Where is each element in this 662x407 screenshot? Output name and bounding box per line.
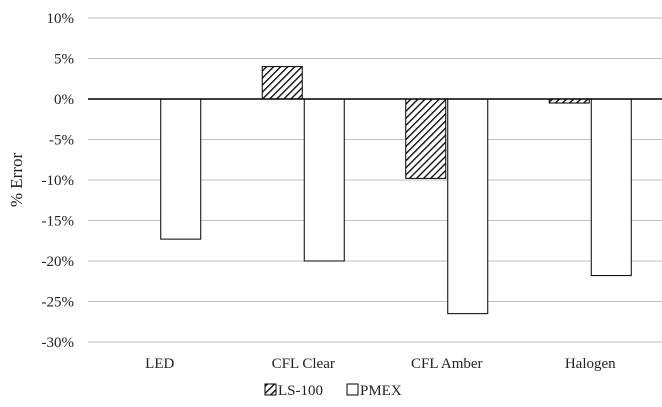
- category-label: LED: [145, 356, 174, 372]
- bar-pmex-led: [160, 98, 202, 240]
- bar-ls-100-cfl-amber: [405, 98, 447, 179]
- y-tick-label: -5%: [49, 133, 74, 149]
- legend: LS-100 PMEX: [264, 383, 402, 399]
- legend-swatch-pmex: [346, 383, 359, 396]
- y-tick-label: -30%: [42, 335, 75, 351]
- bar-pmex-cfl-clear: [303, 98, 345, 262]
- y-tick-label: 10%: [47, 11, 75, 27]
- legend-label-ls-100: LS-100: [278, 383, 323, 399]
- y-tick-label: -15%: [42, 214, 75, 230]
- bars: [160, 66, 632, 315]
- y-axis-ticks: 10% 5% 0% -5% -10% -15% -20% -25% -30%: [42, 11, 75, 351]
- y-tick-label: -20%: [42, 254, 75, 270]
- y-tick-label: 5%: [54, 52, 74, 68]
- y-axis-title: % Error: [7, 153, 26, 208]
- legend-label-pmex: PMEX: [360, 383, 402, 399]
- y-tick-label: -10%: [42, 173, 75, 189]
- category-label: Halogen: [565, 356, 616, 372]
- y-tick-label: -25%: [42, 295, 75, 311]
- bar-ls-100-cfl-clear: [261, 66, 303, 100]
- y-tick-label: 0%: [54, 92, 74, 108]
- category-label: CFL Amber: [411, 356, 483, 372]
- category-label: CFL Clear: [272, 356, 335, 372]
- bar-pmex-halogen: [590, 98, 632, 277]
- category-labels: LED CFL Clear CFL Amber Halogen: [145, 356, 616, 372]
- legend-swatch-ls-100: [264, 383, 277, 396]
- bar-pmex-cfl-amber: [447, 98, 489, 315]
